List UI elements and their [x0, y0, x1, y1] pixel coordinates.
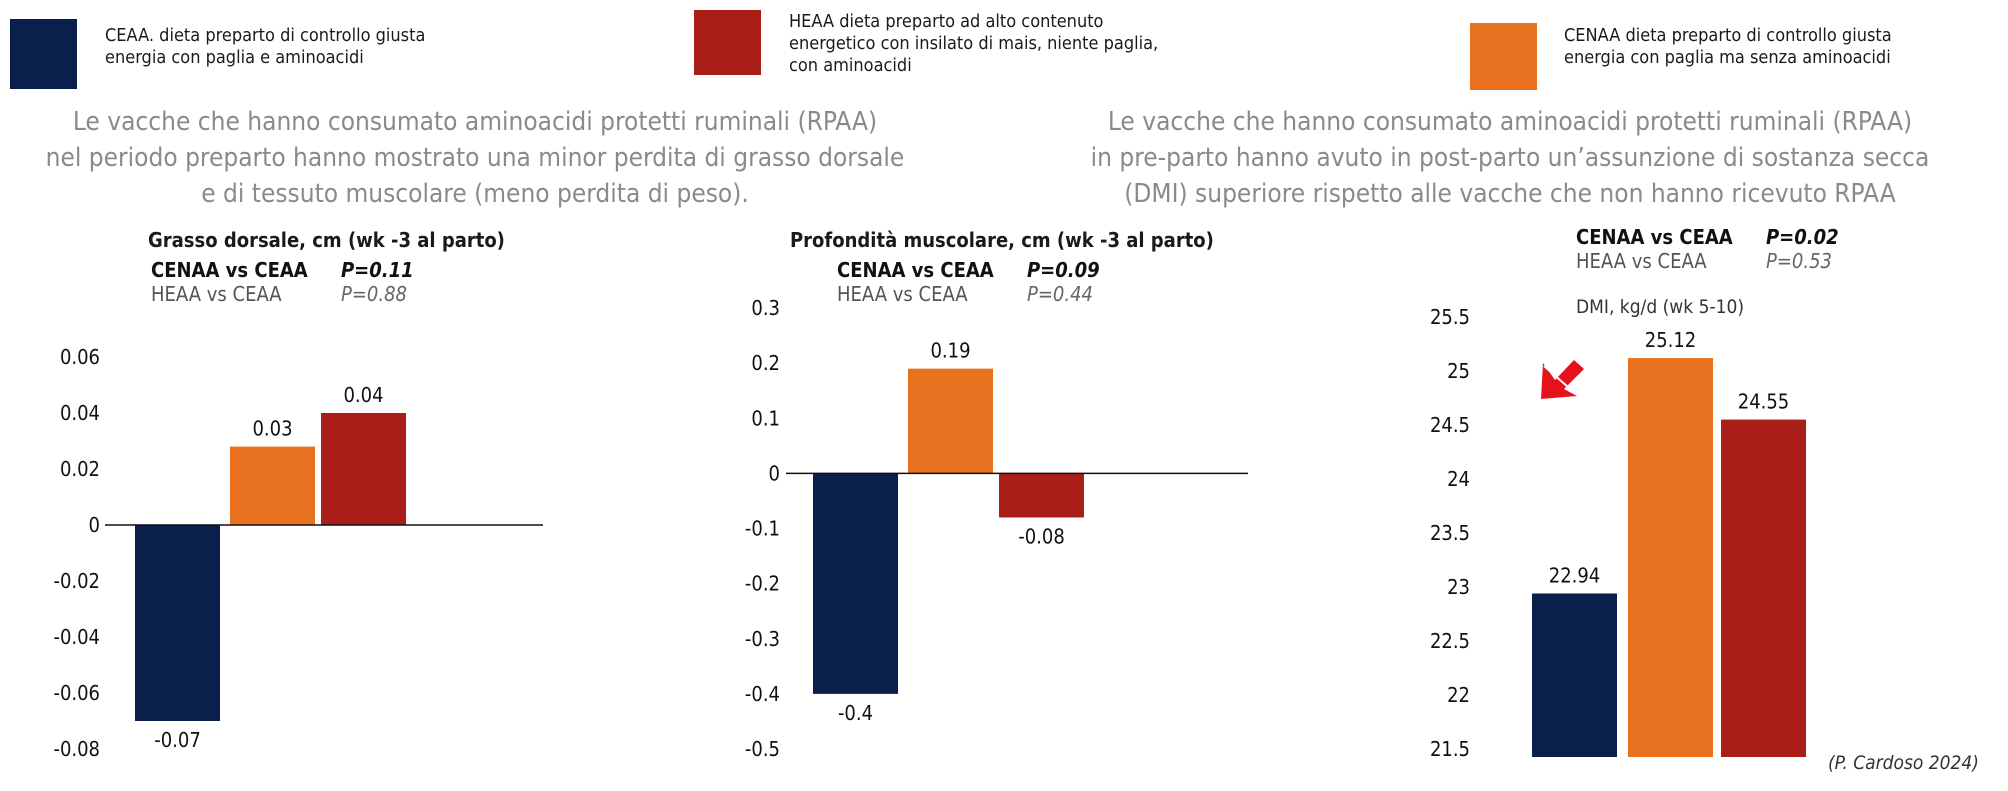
- chart1-bar-ceaa: [135, 525, 220, 721]
- headline-right-line1: Le vacche che hanno consumato aminoacidi…: [1107, 107, 1913, 137]
- chart3-stat1-p: P=0.02: [1766, 225, 1839, 249]
- chart1-stat-significant: CENAA vs CEAA P=0.11: [151, 258, 414, 282]
- chart2-tick-label: -0.2: [745, 572, 780, 596]
- chart1-data-label: 0.03: [252, 417, 292, 441]
- chart2-tick-label: 0.1: [751, 406, 780, 430]
- legend-text-heaa-line1: HEAA dieta preparto ad alto contenuto: [789, 11, 1104, 32]
- chart2-tick-label: -0.4: [745, 682, 780, 706]
- chart1-stat-nonsignificant: HEAA vs CEAA P=0.88: [151, 282, 407, 306]
- legend-text-ceaa-line1: CEAA. dieta preparto di controllo giusta: [105, 25, 426, 46]
- chart1-tick-label: 0.06: [60, 345, 100, 369]
- chart2-stat1-p: P=0.09: [1027, 258, 1100, 282]
- chart2-tick-label: -0.1: [745, 517, 780, 541]
- chart3-stat-significant: CENAA vs CEAA P=0.02: [1576, 225, 1839, 249]
- chart2-data-label: -0.08: [1018, 524, 1065, 548]
- legend-text-heaa-line3: con aminoacidi: [789, 55, 912, 76]
- headline-right-line3: (DMI) superiore rispetto alle vacche che…: [1124, 179, 1896, 209]
- legend-swatch-ceaa: [10, 19, 77, 89]
- chart2-data-label: 0.19: [930, 339, 970, 363]
- chart2-tick-label: -0.5: [745, 737, 780, 761]
- headline-left-line3: e di tessuto muscolare (meno perdita di …: [201, 179, 749, 209]
- chart2-stat2-comparison: HEAA vs CEAA: [837, 282, 968, 306]
- chart3-red-arrow-icon: [1541, 360, 1584, 399]
- legend-text-cenaa-line2: energia con paglia ma senza aminoacidi: [1564, 47, 1891, 68]
- chart1-stat2-comparison: HEAA vs CEAA: [151, 282, 282, 306]
- chart3-tick-label: 24: [1447, 467, 1470, 491]
- headline-right-line2: in pre-parto hanno avuto in post-parto u…: [1090, 143, 1930, 173]
- chart2-tick-label: 0.3: [751, 296, 780, 320]
- legend-swatch-heaa: [694, 10, 761, 75]
- chart3-tick-label: 22: [1447, 683, 1470, 707]
- chart2-tick-label: -0.3: [745, 627, 780, 651]
- chart3-stat2-p: P=0.53: [1766, 249, 1832, 273]
- chart3-bar-cenaa: [1628, 358, 1713, 757]
- chart1-tick-label: -0.06: [53, 681, 100, 705]
- chart3-ylabel: DMI, kg/d (wk 5-10): [1576, 296, 1745, 318]
- legend-text-ceaa-line2: energia con paglia e aminoacidi: [105, 47, 364, 68]
- chart1-tick-label: 0: [89, 513, 100, 537]
- chart3-data-label: 24.55: [1738, 390, 1790, 414]
- chart3-bar-heaa: [1721, 419, 1806, 757]
- chart3-stat-nonsignificant: HEAA vs CEAA P=0.53: [1576, 249, 1832, 273]
- chart1-tick-label: -0.08: [53, 737, 100, 761]
- chart3-tick-label: 24.5: [1430, 413, 1470, 437]
- chart1-stat1-p: P=0.11: [341, 258, 414, 282]
- chart2-bar-heaa: [999, 473, 1084, 518]
- legend-text-cenaa: CENAA dieta preparto di controllo giusta…: [1564, 25, 1892, 69]
- chart1-tick-label: -0.04: [53, 625, 100, 649]
- headline-left: Le vacche che hanno consumato aminoacidi…: [30, 104, 920, 212]
- headline-right: Le vacche che hanno consumato aminoacidi…: [1065, 104, 1955, 212]
- chart2-stat-significant: CENAA vs CEAA P=0.09: [837, 258, 1100, 282]
- chart2-bar-ceaa: [813, 473, 898, 694]
- legend-text-cenaa-line1: CENAA dieta preparto di controllo giusta: [1564, 25, 1892, 46]
- chart2-stat2-p: P=0.44: [1027, 282, 1093, 306]
- chart2-data-label: -0.4: [838, 701, 873, 725]
- chart1-tick-label: 0.02: [60, 457, 100, 481]
- chart1-data-label: 0.04: [343, 383, 383, 407]
- chart2-title: Profondità muscolare, cm (wk -3 al parto…: [790, 228, 1214, 252]
- chart1-stat1-comparison: CENAA vs CEAA: [151, 258, 308, 282]
- chart1-bar-heaa: [321, 413, 406, 525]
- chart3-data-label: 22.94: [1549, 563, 1601, 587]
- headline-left-line2: nel periodo preparto hanno mostrato una …: [45, 143, 905, 173]
- chart1-tick-label: -0.02: [53, 569, 100, 593]
- source-citation: (P. Cardoso 2024): [1828, 752, 1979, 774]
- chart3-tick-label: 25.5: [1430, 305, 1470, 329]
- legend-swatch-cenaa: [1470, 23, 1537, 90]
- headline-left-line1: Le vacche che hanno consumato aminoacidi…: [72, 107, 878, 137]
- chart3-bar-ceaa: [1532, 593, 1617, 757]
- chart3-stat1-comparison: CENAA vs CEAA: [1576, 225, 1733, 249]
- chart2-stat1-comparison: CENAA vs CEAA: [837, 258, 994, 282]
- chart1-data-label: -0.07: [154, 728, 201, 752]
- legend-text-heaa-line2: energetico con insilato di mais, niente …: [789, 33, 1159, 54]
- chart3-data-label: 25.12: [1645, 328, 1697, 352]
- chart3-tick-label: 21.5: [1430, 737, 1470, 761]
- chart1-tick-label: 0.04: [60, 401, 100, 425]
- chart2-bar-cenaa: [908, 368, 993, 474]
- chart1-bar-cenaa: [230, 446, 315, 525]
- chart3-tick-label: 23: [1447, 575, 1470, 599]
- legend-text-heaa: HEAA dieta preparto ad alto contenuto en…: [789, 11, 1158, 77]
- chart3-stat2-comparison: HEAA vs CEAA: [1576, 249, 1707, 273]
- chart2-tick-label: 0: [769, 461, 780, 485]
- chart3-red-arrow-stripe: [1543, 365, 1569, 388]
- chart2-tick-label: 0.2: [751, 351, 780, 375]
- chart3-tick-label: 25: [1447, 359, 1470, 383]
- legend-text-ceaa: CEAA. dieta preparto di controllo giusta…: [105, 25, 425, 69]
- chart3-tick-label: 23.5: [1430, 521, 1470, 545]
- chart2-stat-nonsignificant: HEAA vs CEAA P=0.44: [837, 282, 1093, 306]
- chart1-title: Grasso dorsale, cm (wk -3 al parto): [148, 228, 505, 252]
- chart3-tick-label: 22.5: [1430, 629, 1470, 653]
- chart1-stat2-p: P=0.88: [341, 282, 407, 306]
